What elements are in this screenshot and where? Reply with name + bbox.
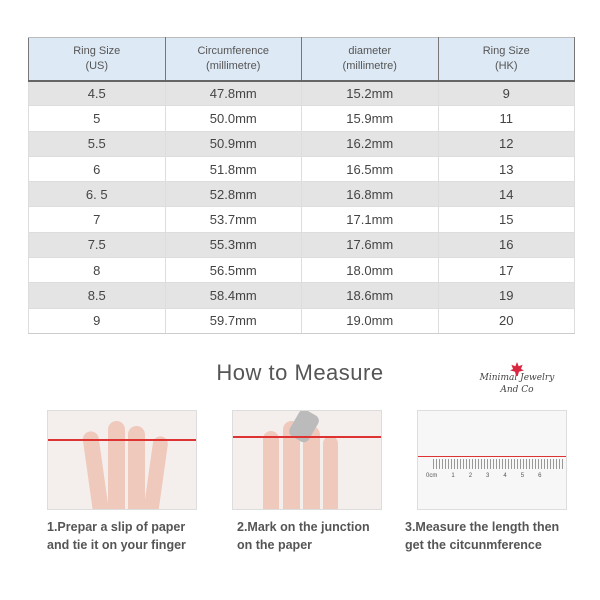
table-cell: 5.5 bbox=[28, 131, 166, 157]
table-cell: 5 bbox=[28, 105, 166, 132]
ruler-label: 0cm bbox=[426, 473, 438, 479]
table-cell: 7.5 bbox=[28, 232, 166, 258]
table-cell: 53.7mm bbox=[164, 206, 302, 233]
table-cell: 6 bbox=[28, 155, 166, 183]
ruler-tick: 2 bbox=[468, 473, 473, 479]
ruler-tick: 5 bbox=[520, 473, 525, 479]
table-cell: 50.9mm bbox=[164, 131, 302, 157]
table-row: 9 59.7mm 19.0mm 20 bbox=[28, 307, 575, 334]
ring-size-table: Ring Size (US) Circumference (millimetre) di… bbox=[28, 37, 575, 334]
column-header: Ring Size (HK) bbox=[437, 37, 575, 82]
brand-logo: Minimal Jewelry And Co bbox=[472, 362, 562, 396]
column-header: Ring Size (US) bbox=[28, 37, 166, 82]
table-cell: 8 bbox=[28, 257, 166, 284]
table-cell: 18.6mm bbox=[301, 282, 439, 309]
table-cell: 18.0mm bbox=[301, 257, 439, 284]
table-cell: 17 bbox=[437, 257, 575, 284]
column-header: diameter (millimetre) bbox=[301, 37, 439, 82]
table-cell: 19.0mm bbox=[301, 307, 439, 334]
table-row: 6 51.8mm 16.5mm 13 bbox=[28, 155, 575, 183]
table-cell: 20 bbox=[437, 307, 575, 334]
table-row: 5.5 50.9mm 16.2mm 12 bbox=[28, 131, 575, 157]
step-2-caption: 2.Mark on the junction on the paper bbox=[237, 520, 370, 552]
table-cell: 58.4mm bbox=[164, 282, 302, 309]
table-cell: 16.2mm bbox=[301, 131, 439, 157]
ruler-tick: 3 bbox=[486, 473, 490, 479]
table-cell: 9 bbox=[28, 307, 166, 334]
column-header: Circumference (millimetre) bbox=[164, 37, 302, 82]
step-1-caption: 1.Prepar a slip of paper and tie it on yo… bbox=[47, 520, 186, 552]
table-row: 7.5 55.3mm 17.6mm 16 bbox=[28, 232, 575, 258]
table-row: 7 53.7mm 17.1mm 15 bbox=[28, 206, 575, 233]
table-row: 6. 5 52.8mm 16.8mm 14 bbox=[28, 181, 575, 207]
table-row: 4.5 47.8mm 15.2mm 9 bbox=[28, 80, 575, 106]
table-cell: 9 bbox=[437, 80, 575, 106]
ruler-tick: 6 bbox=[538, 473, 542, 479]
table-cell: 17.1mm bbox=[301, 206, 439, 233]
table-cell: 15 bbox=[437, 206, 575, 233]
table-cell: 47.8mm bbox=[164, 80, 302, 106]
table-cell: 12 bbox=[437, 131, 575, 157]
table-cell: 51.8mm bbox=[164, 155, 302, 183]
step-1-image bbox=[47, 410, 197, 510]
ruler-tick: 4 bbox=[503, 473, 507, 479]
table-cell: 15.2mm bbox=[301, 80, 439, 106]
table-cell: 59.7mm bbox=[164, 307, 302, 334]
table-cell: 19 bbox=[437, 282, 575, 309]
step-2-image bbox=[232, 410, 382, 510]
ruler-scale: 0cm 1 2 3 4 5 6 bbox=[426, 473, 541, 479]
step-3-caption: 3.Measure the length then get the citcunm… bbox=[405, 520, 560, 552]
table-cell: 52.8mm bbox=[164, 181, 302, 207]
table-cell: 55.3mm bbox=[164, 232, 302, 258]
table-cell: 6. 5 bbox=[28, 181, 166, 207]
table-cell: 11 bbox=[437, 105, 575, 132]
table-cell: 7 bbox=[28, 206, 166, 233]
ruler-tick: 1 bbox=[451, 473, 455, 479]
table-row: 8.5 58.4mm 18.6mm 19 bbox=[28, 282, 575, 309]
table-cell: 16.5mm bbox=[301, 155, 439, 183]
step-3-image: 0cm 1 2 3 4 5 6 bbox=[417, 410, 567, 510]
table-cell: 15.9mm bbox=[301, 105, 439, 132]
table-cell: 16.8mm bbox=[301, 181, 439, 207]
table-row: 8 56.5mm 18.0mm 17 bbox=[28, 257, 575, 284]
table-row: 5 50.0mm 15.9mm 11 bbox=[28, 105, 575, 132]
table-cell: 8.5 bbox=[28, 282, 166, 309]
table-cell: 50.0mm bbox=[164, 105, 302, 132]
table-cell: 17.6mm bbox=[301, 232, 439, 258]
table-cell: 14 bbox=[437, 181, 575, 207]
table-cell: 13 bbox=[437, 155, 575, 183]
table-cell: 16 bbox=[437, 232, 575, 258]
section-title: How to Measure bbox=[216, 360, 384, 385]
table-cell: 56.5mm bbox=[164, 257, 302, 284]
table-cell: 4.5 bbox=[28, 80, 166, 106]
